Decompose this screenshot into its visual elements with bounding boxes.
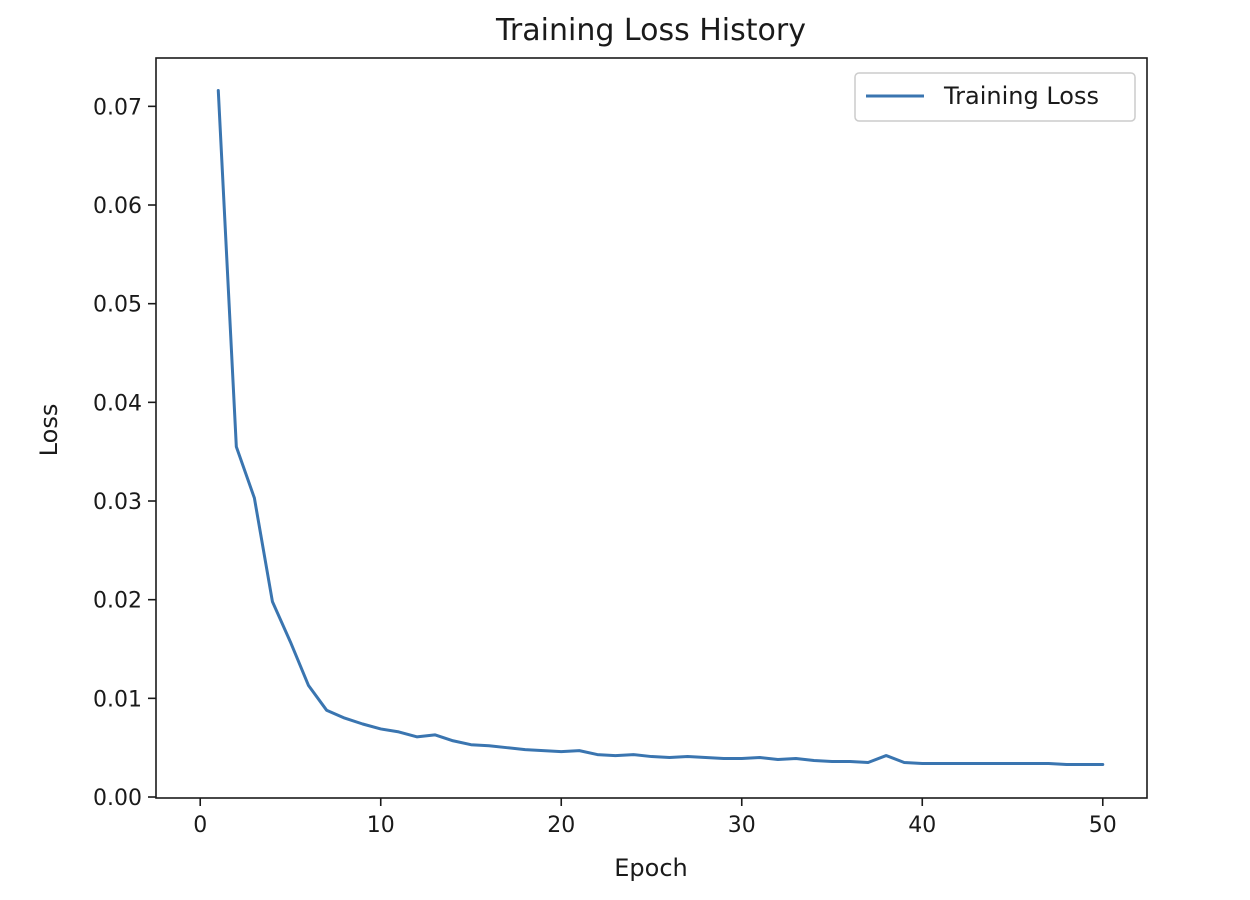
y-tick-label: 0.04 xyxy=(93,391,142,416)
y-tick-label: 0.00 xyxy=(93,786,142,811)
x-axis-label: Epoch xyxy=(614,854,688,882)
x-tick-label: 0 xyxy=(193,813,207,838)
y-tick-label: 0.06 xyxy=(93,194,142,219)
x-tick-label: 20 xyxy=(547,813,575,838)
series-line-training-loss xyxy=(216,89,1105,766)
y-axis-label: Loss xyxy=(35,404,63,457)
y-tick-label: 0.07 xyxy=(93,95,142,120)
x-tick-label: 40 xyxy=(908,813,936,838)
y-tick-label: 0.03 xyxy=(93,490,142,515)
x-tick-label: 50 xyxy=(1089,813,1117,838)
y-tick-label: 0.05 xyxy=(93,293,142,318)
plot-area xyxy=(216,89,1105,766)
plot-frame xyxy=(155,57,1148,799)
y-tick-label: 0.02 xyxy=(93,589,142,614)
legend-box xyxy=(854,72,1136,122)
y-tick-label: 0.01 xyxy=(93,687,142,712)
y-axis: 0.00 0.01 0.02 0.03 0.04 0.05 0.06 0.07 xyxy=(93,95,156,811)
legend-label-training-loss: Training Loss xyxy=(943,82,1099,110)
x-tick-label: 30 xyxy=(728,813,756,838)
chart-title: Training Loss History xyxy=(495,13,806,48)
x-tick-label: 10 xyxy=(367,813,395,838)
legend: Training Loss xyxy=(854,72,1136,122)
x-axis: 0 10 20 30 40 50 xyxy=(193,798,1117,838)
